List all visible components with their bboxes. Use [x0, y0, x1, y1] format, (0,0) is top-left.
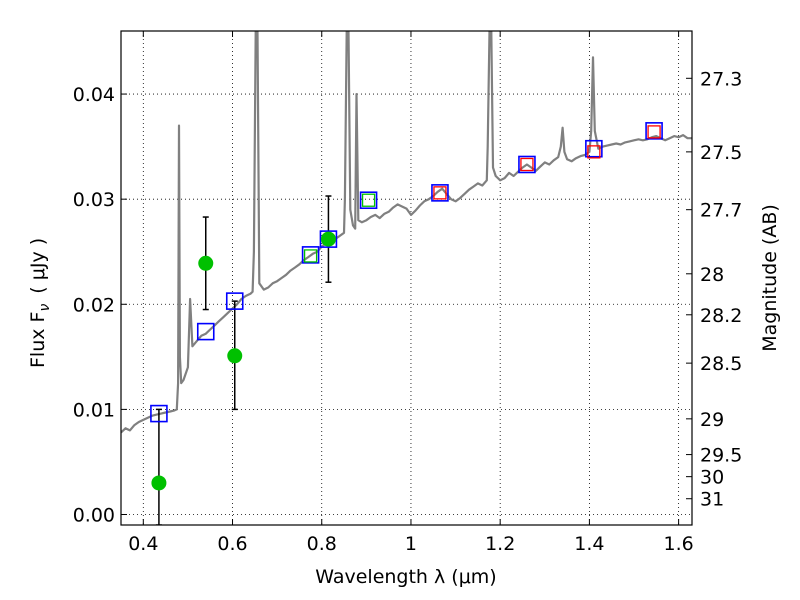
y-axis-label-sub: ν: [37, 304, 53, 312]
y2-axis-label: Magnitude (AB): [759, 204, 781, 352]
y-tick-label: 0.03: [73, 189, 115, 211]
observed-flux-point: [320, 231, 336, 247]
observed-flux-square: [433, 186, 447, 200]
x-tick-label: 1.2: [485, 533, 515, 555]
model-photometry-square: [319, 230, 338, 248]
model-photometry-square: [150, 404, 168, 423]
y2-tick-label: 30: [700, 467, 724, 489]
plot-frame: [120, 30, 693, 526]
x-tick-label: 0.4: [128, 533, 158, 555]
observed-flux-point: [151, 475, 167, 491]
y2-tick-label: 27.7: [700, 200, 742, 222]
observed-flux-square: [587, 145, 601, 159]
grid-lines: [121, 31, 692, 525]
model-photometry-square: [518, 155, 536, 174]
y2-tick-label: 27.5: [700, 142, 742, 164]
x-tick-label: 1: [405, 533, 417, 555]
tick-labels-layer: 0.4 0.6 0.8 1 1.2 1.4 1.6 0.00 0.01 0.02 0.03 0.04 2…: [73, 68, 743, 555]
y-axis-label-unit: ( μJy ): [27, 238, 49, 294]
y2-tick-label: 27.3: [700, 68, 742, 90]
observed-flux-square: [303, 249, 318, 263]
error-bars-layer: [155, 195, 332, 525]
y2-tick-label: 28: [700, 264, 724, 286]
observed-flux-square: [647, 125, 661, 139]
y-axis-label: Flux Fν ( μJy ): [27, 238, 53, 368]
model-photometry-square: [301, 246, 320, 264]
y-tick-label: 0.01: [73, 399, 115, 421]
model-photometry-square: [196, 322, 215, 341]
model-photometry-square: [431, 184, 449, 202]
y-tick-label: 0.00: [73, 504, 115, 526]
markers-layer: [150, 122, 663, 491]
model-photometry-square: [359, 191, 378, 210]
x-tick-label: 1.6: [664, 533, 694, 555]
y-axis-label-main: Flux F: [27, 312, 49, 368]
x-tick-label: 0.8: [307, 533, 337, 555]
observed-flux-point: [198, 255, 214, 271]
observed-flux-square: [520, 157, 534, 172]
x-tick-label: 1.4: [574, 533, 604, 555]
model-spectrum-layer: [121, 31, 692, 434]
x-axis-label: Wavelength λ (μm): [315, 566, 496, 588]
y-tick-label: 0.04: [73, 84, 115, 106]
y-tick-label: 0.02: [73, 294, 115, 316]
y2-tick-label: 29.5: [700, 445, 742, 467]
y2-tick-label: 31: [700, 489, 724, 511]
model-photometry-square: [645, 122, 663, 140]
x-tick-label: 0.6: [217, 533, 247, 555]
y2-tick-label: 28.5: [700, 353, 742, 375]
model-photometry-square: [225, 292, 244, 310]
y2-tick-label: 29: [700, 409, 724, 431]
observed-flux-square: [361, 193, 376, 207]
model-spectrum-line: [121, 31, 692, 434]
observed-flux-point: [227, 348, 243, 364]
y2-tick-label: 28.2: [700, 305, 742, 327]
ticks-layer: [121, 31, 692, 525]
model-photometry-square: [585, 139, 603, 158]
